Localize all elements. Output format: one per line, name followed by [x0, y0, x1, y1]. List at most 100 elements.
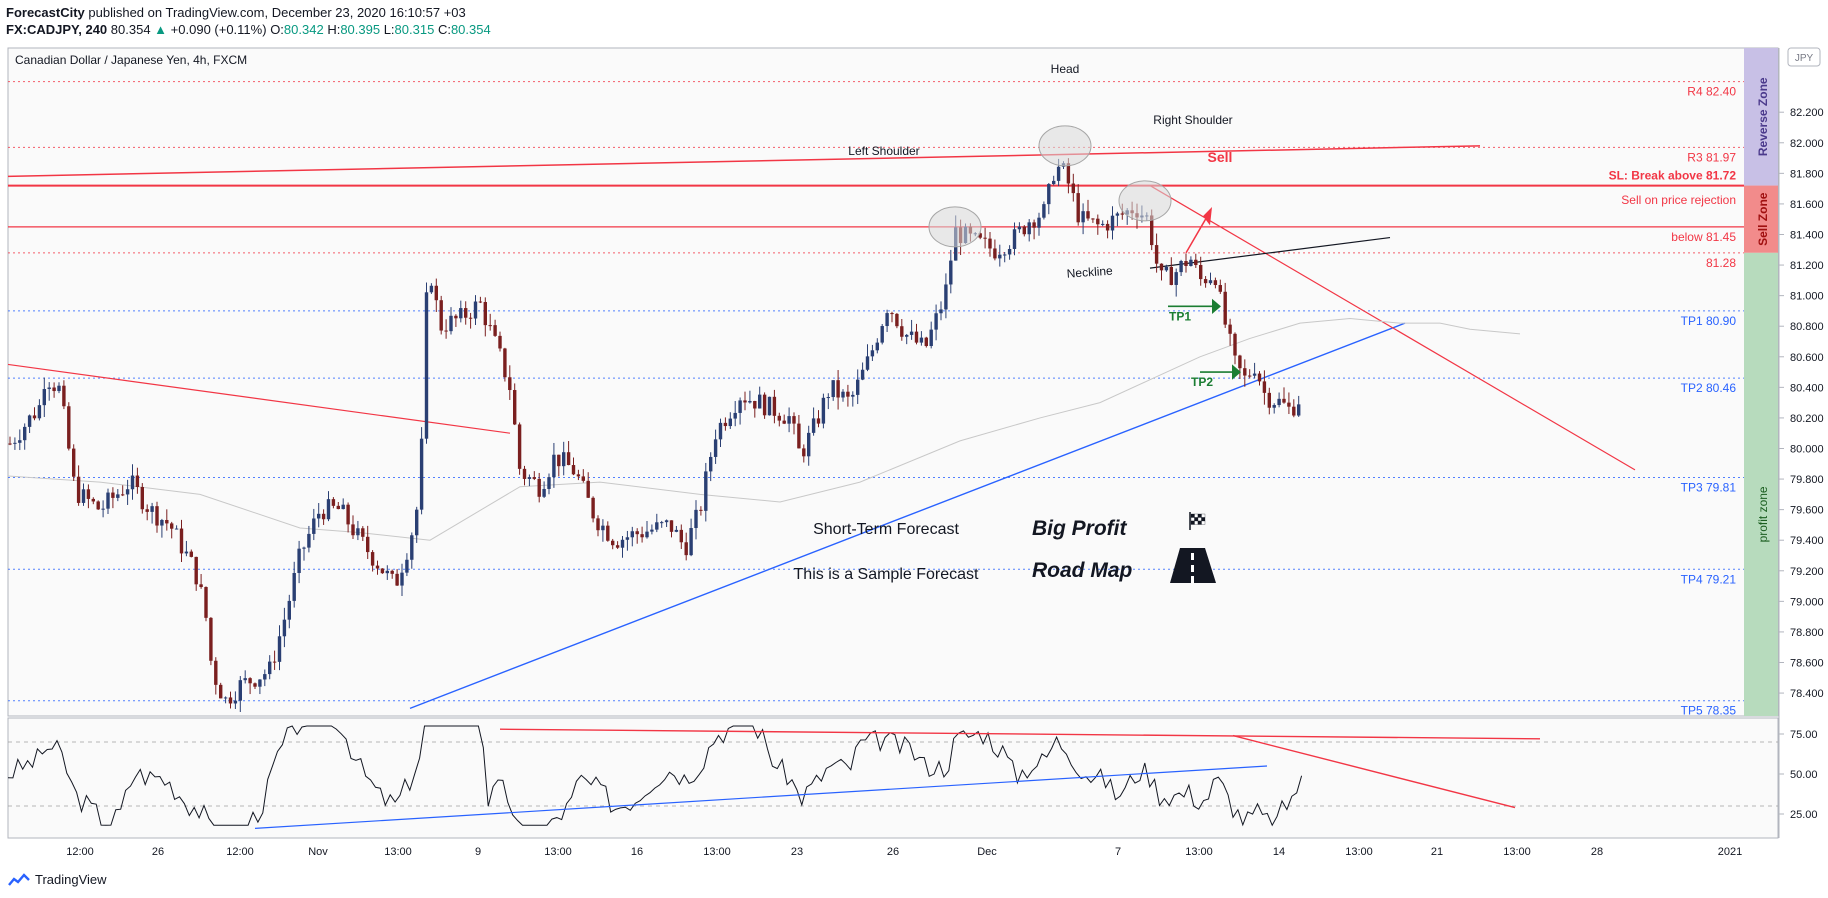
candle-body: [674, 529, 679, 532]
candle-body: [488, 325, 492, 327]
candle-body: [1012, 229, 1017, 249]
candle-body: [464, 308, 468, 318]
candle-body: [733, 412, 737, 419]
candle-body: [885, 313, 889, 327]
candle-body: [125, 489, 130, 495]
rsi-axis[interactable]: 25.00 50.00 75.00: [1779, 729, 1818, 821]
candle-body: [424, 292, 429, 439]
candle-body: [1208, 280, 1213, 284]
candle-body: [1027, 222, 1031, 235]
time-tick-label: 7: [1115, 846, 1121, 858]
candle-body: [1287, 402, 1291, 407]
chart-title: Canadian Dollar / Japanese Yen, 4h, FXCM: [15, 53, 247, 67]
candle-body: [532, 477, 536, 479]
time-tick-label: 26: [152, 846, 164, 858]
candle-body: [483, 301, 487, 326]
candle-body: [248, 678, 252, 684]
sell-zone-label: Sell Zone: [1756, 192, 1770, 246]
price-tick-label: 79.400: [1790, 535, 1824, 547]
candle-body: [419, 438, 424, 510]
rsi-pane[interactable]: [7, 717, 1779, 839]
candle-body: [517, 424, 522, 469]
right-shoulder-circle: [1118, 180, 1172, 222]
tradingview-footer[interactable]: TradingView: [8, 872, 107, 887]
publish-line: ForecastCity published on TradingView.co…: [6, 4, 491, 21]
level-label: TP4 79.21: [1681, 572, 1737, 586]
time-tick-label: 13:00: [1503, 846, 1531, 858]
price-tick-label: 80.600: [1790, 352, 1824, 364]
candle-body: [439, 300, 443, 331]
publisher-name[interactable]: ForecastCity: [6, 5, 85, 20]
candle-body: [81, 489, 86, 503]
time-axis[interactable]: 12:00 26 12:00 Nov 13:00 9 13:00 16 13:00 23 26 Dec…: [66, 846, 1742, 858]
sell-trendline: [1149, 185, 1636, 471]
rsi-descending-trendline: [1232, 734, 1516, 809]
candle-body: [1120, 213, 1124, 215]
candle-body: [856, 379, 860, 395]
candle-body: [679, 529, 683, 543]
currency-badge-box[interactable]: [1787, 47, 1821, 67]
reverse-zone-band: [1744, 48, 1778, 186]
candle-body: [630, 531, 634, 538]
candle-body: [370, 552, 375, 566]
candle-body: [704, 471, 708, 511]
candle-body: [223, 697, 228, 699]
high-value: 80.395: [340, 22, 381, 37]
publish-info: published on TradingView.com, December 2…: [88, 5, 466, 20]
candle-body: [106, 492, 110, 509]
candle-body: [400, 572, 404, 586]
candle-body: [870, 350, 875, 357]
main-pane[interactable]: [7, 47, 1779, 717]
candle-body: [1272, 405, 1276, 408]
candle-body: [179, 528, 184, 554]
candle-body: [258, 679, 262, 687]
rsi-ascending-trendline: [254, 765, 1268, 829]
candle-body: [772, 396, 777, 416]
candle-body: [385, 570, 389, 574]
candle-body: [302, 547, 306, 549]
candle-body: [811, 418, 816, 433]
time-tick-label: 28: [1591, 846, 1603, 858]
tradingview-brand[interactable]: TradingView: [35, 872, 107, 887]
candle-body: [498, 335, 502, 349]
price-tick-label: 81.800: [1790, 168, 1824, 180]
candle-body: [42, 389, 46, 406]
level-label: TP2 80.46: [1681, 381, 1737, 395]
candle-body: [317, 513, 321, 519]
candle-body: [709, 456, 713, 472]
candle-body: [758, 394, 762, 409]
candle-body: [493, 325, 497, 336]
candle-body: [292, 572, 296, 601]
price-tick-label: 82.200: [1790, 107, 1824, 119]
zones: Reverse Zone Sell Zone profit zone: [1744, 48, 1778, 716]
time-tick-label: 21: [1431, 846, 1443, 858]
candle-body: [405, 559, 409, 573]
candle-body: [18, 440, 22, 443]
candle-body: [865, 356, 870, 370]
level-label: below 81.45: [1671, 230, 1736, 244]
candle-body: [170, 523, 174, 529]
candle-body: [1091, 218, 1095, 220]
candle-body: [547, 477, 551, 489]
candle-body: [1115, 213, 1120, 216]
candle-body: [611, 540, 615, 546]
candle-body: [1169, 266, 1173, 285]
level-label: Sell on price rejection: [1621, 193, 1736, 207]
sample-forecast-text: This is a Sample Forecast: [794, 566, 980, 583]
candle-body: [468, 317, 473, 319]
candle-body: [76, 476, 81, 503]
candle-body: [101, 508, 105, 510]
price-axis[interactable]: 78.400 78.600 78.800 79.000 79.200 79.400 79.6…: [1779, 107, 1824, 700]
candle-body: [1257, 373, 1262, 382]
candle-body: [37, 405, 42, 419]
candle-body: [1184, 261, 1188, 266]
candle-body: [1297, 404, 1301, 416]
candle-body: [699, 509, 703, 511]
currency-badge[interactable]: JPY: [1795, 53, 1814, 64]
candle-body: [1071, 183, 1075, 194]
candle-body: [522, 468, 527, 479]
candle-body: [586, 480, 590, 498]
candle-body: [57, 385, 61, 392]
tp1-arrow-head: [1212, 298, 1221, 314]
